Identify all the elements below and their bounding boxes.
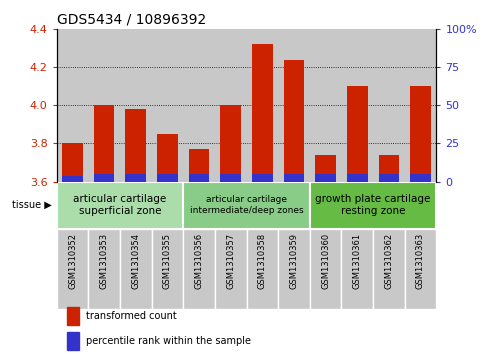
Bar bbox=[189, 174, 210, 182]
Text: GSM1310356: GSM1310356 bbox=[195, 233, 204, 289]
FancyBboxPatch shape bbox=[246, 229, 278, 309]
Bar bbox=[126, 174, 146, 182]
Text: tissue ▶: tissue ▶ bbox=[12, 200, 52, 210]
Bar bbox=[410, 174, 431, 182]
FancyBboxPatch shape bbox=[215, 229, 246, 309]
Text: transformed count: transformed count bbox=[86, 311, 177, 321]
FancyBboxPatch shape bbox=[183, 182, 310, 229]
Text: percentile rank within the sample: percentile rank within the sample bbox=[86, 336, 251, 346]
Text: GDS5434 / 10896392: GDS5434 / 10896392 bbox=[57, 12, 206, 26]
Bar bbox=[94, 105, 114, 182]
Text: GSM1310353: GSM1310353 bbox=[100, 233, 108, 289]
Bar bbox=[126, 109, 146, 182]
Bar bbox=[220, 174, 241, 182]
Bar bbox=[67, 332, 79, 350]
Text: GSM1310362: GSM1310362 bbox=[385, 233, 393, 289]
FancyBboxPatch shape bbox=[341, 229, 373, 309]
Text: GSM1310359: GSM1310359 bbox=[289, 233, 298, 289]
Text: GSM1310354: GSM1310354 bbox=[131, 233, 141, 289]
Bar bbox=[373, 29, 405, 182]
Text: GSM1310357: GSM1310357 bbox=[226, 233, 235, 289]
Bar bbox=[410, 86, 431, 182]
Text: GSM1310363: GSM1310363 bbox=[416, 233, 425, 289]
Bar bbox=[120, 29, 152, 182]
Bar bbox=[316, 174, 336, 182]
FancyBboxPatch shape bbox=[57, 229, 88, 309]
Bar bbox=[88, 29, 120, 182]
FancyBboxPatch shape bbox=[310, 229, 341, 309]
Text: articular cartilage
intermediate/deep zones: articular cartilage intermediate/deep zo… bbox=[190, 195, 303, 215]
Bar bbox=[341, 29, 373, 182]
Bar bbox=[157, 174, 177, 182]
Text: GSM1310352: GSM1310352 bbox=[68, 233, 77, 289]
FancyBboxPatch shape bbox=[183, 229, 215, 309]
FancyBboxPatch shape bbox=[120, 229, 152, 309]
Bar bbox=[347, 174, 367, 182]
Bar bbox=[67, 307, 79, 325]
Bar bbox=[283, 60, 304, 182]
Text: GSM1310360: GSM1310360 bbox=[321, 233, 330, 289]
FancyBboxPatch shape bbox=[373, 229, 405, 309]
FancyBboxPatch shape bbox=[310, 182, 436, 229]
Text: GSM1310361: GSM1310361 bbox=[352, 233, 362, 289]
Text: articular cartilage
superficial zone: articular cartilage superficial zone bbox=[73, 194, 167, 216]
Bar bbox=[62, 143, 83, 182]
Bar bbox=[157, 134, 177, 182]
FancyBboxPatch shape bbox=[405, 229, 436, 309]
Bar bbox=[215, 29, 246, 182]
FancyBboxPatch shape bbox=[88, 229, 120, 309]
Bar bbox=[57, 29, 88, 182]
Bar bbox=[183, 29, 215, 182]
Bar bbox=[152, 29, 183, 182]
Bar bbox=[220, 105, 241, 182]
Bar bbox=[347, 86, 367, 182]
Bar bbox=[246, 29, 278, 182]
Bar bbox=[94, 174, 114, 182]
Bar bbox=[310, 29, 341, 182]
Text: GSM1310355: GSM1310355 bbox=[163, 233, 172, 289]
Bar bbox=[189, 149, 210, 182]
Bar bbox=[62, 176, 83, 182]
FancyBboxPatch shape bbox=[57, 182, 183, 229]
Bar bbox=[379, 155, 399, 182]
FancyBboxPatch shape bbox=[278, 229, 310, 309]
Bar bbox=[252, 174, 273, 182]
Bar bbox=[379, 174, 399, 182]
Bar bbox=[252, 44, 273, 182]
Bar bbox=[283, 174, 304, 182]
FancyBboxPatch shape bbox=[152, 229, 183, 309]
Bar bbox=[405, 29, 436, 182]
Bar bbox=[278, 29, 310, 182]
Text: GSM1310358: GSM1310358 bbox=[258, 233, 267, 289]
Bar bbox=[316, 155, 336, 182]
Text: growth plate cartilage
resting zone: growth plate cartilage resting zone bbox=[316, 194, 431, 216]
